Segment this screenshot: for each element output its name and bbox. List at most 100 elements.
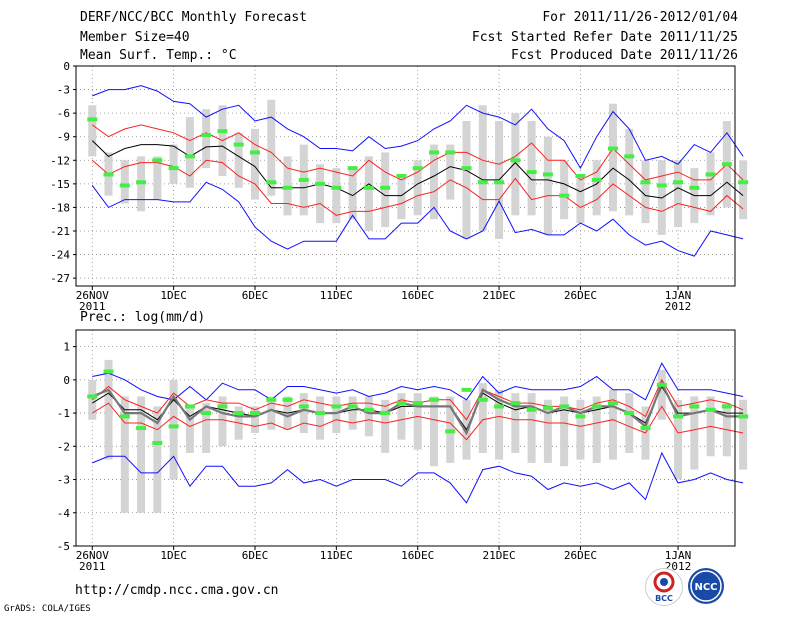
temp-ytick-label: 0 bbox=[63, 60, 70, 73]
temp-xtick-label: 6DEC bbox=[242, 289, 269, 302]
temp-spread-bar bbox=[576, 176, 585, 224]
temp-marker bbox=[249, 150, 260, 155]
temp-spread-bar bbox=[202, 109, 211, 169]
temp-spread-bar bbox=[527, 121, 536, 216]
prec-line-member bbox=[91, 380, 744, 436]
prec-marker bbox=[249, 411, 260, 416]
temp-marker bbox=[494, 180, 505, 185]
temp-marker bbox=[412, 166, 423, 171]
prec-marker bbox=[445, 429, 456, 434]
temp-marker bbox=[87, 117, 98, 122]
prec-spread-bar bbox=[364, 396, 373, 437]
bcc-logo-text: BCC bbox=[655, 594, 673, 603]
ncc-logo: NCC bbox=[688, 568, 724, 604]
temp-marker bbox=[738, 180, 749, 185]
prec-marker bbox=[396, 401, 407, 406]
temp-spread-bar bbox=[120, 160, 129, 204]
temp-marker bbox=[201, 133, 212, 138]
temp-marker bbox=[217, 129, 228, 134]
temp-spread-bar bbox=[560, 160, 569, 220]
prec-spread-bar bbox=[250, 406, 259, 434]
temp-line-min bbox=[91, 181, 744, 257]
temperature-panel-title: Mean Surf. Temp.: °C bbox=[80, 48, 237, 63]
prec-spread-bar bbox=[413, 393, 422, 450]
prec-ytick-label: 0 bbox=[63, 374, 70, 387]
temp-marker bbox=[673, 180, 684, 185]
temp-spread-bar bbox=[641, 160, 650, 224]
ncc-logo-text: NCC bbox=[694, 582, 717, 593]
prec-marker bbox=[494, 404, 505, 409]
temp-spread-bar bbox=[478, 105, 487, 231]
temp-spread-bar bbox=[625, 128, 634, 216]
prec-xtick-label: 1JAN bbox=[665, 549, 692, 562]
temp-xtick-label: 16DEC bbox=[401, 289, 434, 302]
temp-line-lower bbox=[91, 159, 744, 216]
temp-marker bbox=[266, 180, 277, 185]
temp-marker bbox=[428, 150, 439, 155]
prec-marker bbox=[119, 414, 130, 419]
temp-spread-bar bbox=[234, 132, 243, 188]
temp-marker bbox=[103, 172, 114, 177]
temp-marker bbox=[461, 166, 472, 171]
temp-marker bbox=[315, 181, 326, 186]
prec-spread-bar bbox=[169, 379, 178, 480]
prec-ytick-label: 1 bbox=[63, 341, 70, 354]
prec-spread-bar bbox=[120, 396, 129, 513]
prec-spread-bar bbox=[625, 393, 634, 453]
prec-spread-bar bbox=[397, 393, 406, 440]
temp-marker bbox=[591, 177, 602, 182]
prec-spread-bar bbox=[576, 399, 585, 460]
prec-marker bbox=[705, 407, 716, 412]
prec-spread-bar bbox=[739, 399, 748, 470]
forecast-produced-label: Fcst Produced Date 2011/11/26 bbox=[511, 48, 738, 63]
prec-xtick-sublabel: 2011 bbox=[79, 560, 106, 573]
prec-marker bbox=[298, 404, 309, 409]
temp-ytick-label: -27 bbox=[50, 272, 70, 285]
temp-line-mean bbox=[91, 140, 744, 199]
prec-xtick-label: 6DEC bbox=[242, 549, 269, 562]
prec-spread-bar bbox=[267, 396, 276, 430]
temp-ytick-label: -21 bbox=[50, 225, 70, 238]
temp-marker bbox=[298, 177, 309, 182]
temp-spread-bar bbox=[332, 168, 341, 224]
prec-spread-bar bbox=[511, 393, 520, 453]
prec-ytick-label: -3 bbox=[57, 474, 70, 487]
prec-marker bbox=[315, 411, 326, 416]
prec-marker bbox=[412, 401, 423, 406]
temp-marker bbox=[168, 166, 179, 171]
temp-spread-bar bbox=[592, 160, 601, 216]
prec-xtick-label: 21DEC bbox=[482, 549, 515, 562]
prec-spread-bar bbox=[592, 396, 601, 463]
temp-spread-bar bbox=[185, 117, 194, 188]
prec-marker bbox=[510, 401, 521, 406]
prec-marker bbox=[282, 397, 293, 402]
temp-marker bbox=[380, 185, 391, 190]
temp-marker bbox=[363, 185, 374, 190]
prec-spread-bar bbox=[185, 406, 194, 453]
prec-ytick-label: -5 bbox=[57, 540, 70, 553]
prec-spread-bar bbox=[495, 389, 504, 460]
temp-marker bbox=[347, 166, 358, 171]
source-url[interactable]: http://cmdp.ncc.cma.gov.cn bbox=[75, 583, 279, 598]
temp-marker bbox=[119, 183, 130, 188]
prec-marker bbox=[347, 404, 358, 409]
temp-spread-bar bbox=[348, 168, 357, 220]
temp-spread-bar bbox=[739, 160, 748, 220]
temp-ytick-label: -6 bbox=[57, 107, 70, 120]
temp-ytick-label: -9 bbox=[57, 131, 70, 144]
prec-marker bbox=[721, 404, 732, 409]
temp-xtick-sublabel: 2012 bbox=[665, 300, 692, 313]
prec-marker bbox=[656, 382, 667, 387]
prec-marker bbox=[673, 414, 684, 419]
temp-ytick-label: -3 bbox=[57, 84, 70, 97]
prec-spread-bar bbox=[657, 369, 666, 420]
prec-xtick-label: 16DEC bbox=[401, 549, 434, 562]
temp-spread-bar bbox=[153, 156, 162, 200]
temp-ytick-label: -12 bbox=[50, 154, 70, 167]
prec-line-max bbox=[92, 362, 744, 401]
forecast-period-label: For 2011/11/26-2012/01/04 bbox=[542, 10, 738, 25]
prec-marker bbox=[103, 369, 114, 374]
temp-ytick-label: -15 bbox=[50, 178, 70, 191]
prec-spread-bar bbox=[332, 396, 341, 434]
